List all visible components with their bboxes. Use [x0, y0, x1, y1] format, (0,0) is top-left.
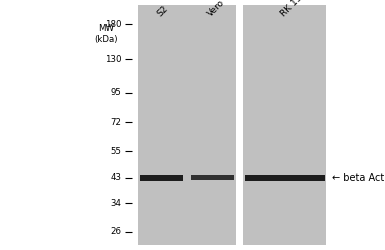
Text: 180: 180 — [105, 20, 122, 28]
Text: 95: 95 — [111, 88, 122, 97]
Text: MW
(kDa): MW (kDa) — [94, 24, 117, 44]
Text: 26: 26 — [110, 227, 122, 236]
Text: Vero: Vero — [206, 0, 226, 19]
Text: 43: 43 — [110, 173, 122, 182]
Text: ← beta Actin: ← beta Actin — [332, 173, 385, 183]
Bar — [138, 5, 236, 245]
Text: RK 13: RK 13 — [279, 0, 304, 19]
Text: 55: 55 — [110, 147, 122, 156]
Text: 34: 34 — [110, 198, 122, 207]
Bar — [191, 175, 234, 180]
Text: S2: S2 — [155, 4, 169, 19]
Bar — [245, 175, 325, 181]
Bar — [140, 175, 183, 181]
Text: 72: 72 — [110, 118, 122, 127]
Text: 130: 130 — [105, 54, 122, 64]
Bar — [243, 5, 326, 245]
